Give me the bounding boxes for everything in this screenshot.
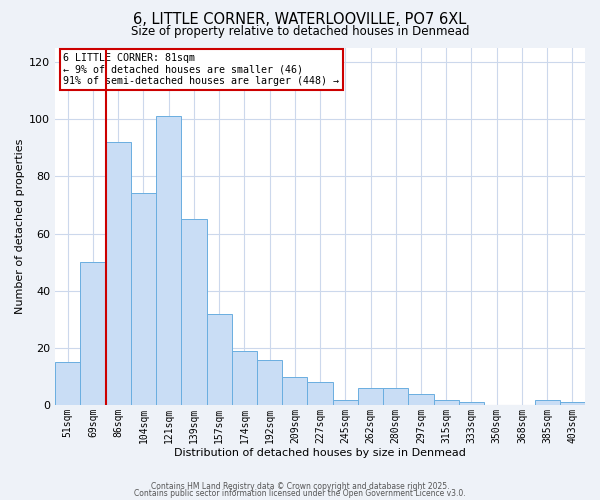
Bar <box>560 402 585 406</box>
Text: Contains public sector information licensed under the Open Government Licence v3: Contains public sector information licen… <box>134 489 466 498</box>
Bar <box>232 351 257 406</box>
Bar <box>282 376 307 406</box>
Bar <box>257 360 282 406</box>
Bar <box>307 382 332 406</box>
Bar <box>55 362 80 406</box>
X-axis label: Distribution of detached houses by size in Denmead: Distribution of detached houses by size … <box>174 448 466 458</box>
Bar <box>181 219 206 406</box>
Text: 6, LITTLE CORNER, WATERLOOVILLE, PO7 6XL: 6, LITTLE CORNER, WATERLOOVILLE, PO7 6XL <box>133 12 467 28</box>
Bar <box>434 400 459 406</box>
Text: Size of property relative to detached houses in Denmead: Size of property relative to detached ho… <box>131 25 469 38</box>
Y-axis label: Number of detached properties: Number of detached properties <box>15 138 25 314</box>
Bar <box>156 116 181 406</box>
Bar <box>459 402 484 406</box>
Text: 6 LITTLE CORNER: 81sqm
← 9% of detached houses are smaller (46)
91% of semi-deta: 6 LITTLE CORNER: 81sqm ← 9% of detached … <box>63 53 339 86</box>
Bar <box>106 142 131 406</box>
Bar <box>206 314 232 406</box>
Bar <box>358 388 383 406</box>
Bar <box>409 394 434 406</box>
Bar <box>131 194 156 406</box>
Bar <box>535 400 560 406</box>
Bar <box>80 262 106 406</box>
Bar <box>332 400 358 406</box>
Text: Contains HM Land Registry data © Crown copyright and database right 2025.: Contains HM Land Registry data © Crown c… <box>151 482 449 491</box>
Bar <box>383 388 409 406</box>
